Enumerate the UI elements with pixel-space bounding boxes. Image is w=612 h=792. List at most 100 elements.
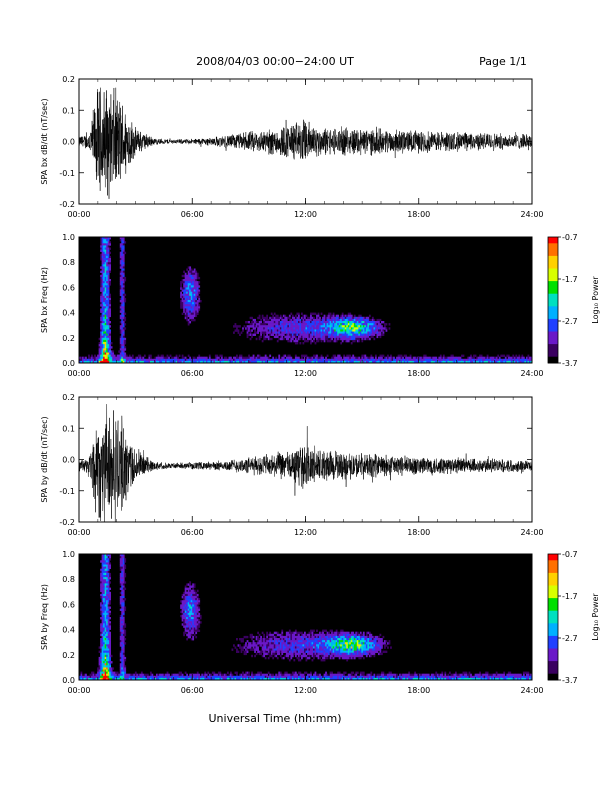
spectrogram-cell [101,274,104,278]
spectrogram-cell [379,325,382,328]
spectrogram-cell [486,354,489,357]
spectrogram-cell [284,646,287,649]
spectrogram-cell [121,348,124,351]
spectrogram-cell [192,604,195,607]
spectrogram-cell [187,593,190,597]
spectrogram-cell [485,358,487,362]
spectrogram-cell [270,333,273,336]
spectrogram-cell [257,673,259,677]
spectrogram-cell [299,654,302,658]
spectrogram-cell [284,331,287,334]
spectrogram-cell [361,356,364,360]
spectrogram-cell [172,673,175,677]
spectrogram-cell [359,318,362,322]
spectrogram-cell [288,358,291,362]
spectrogram-cell [177,360,179,364]
spectrogram-cell [106,568,108,572]
spectrogram-cell [302,325,305,328]
spectrogram-cell [328,325,330,328]
spectrogram-cell [190,291,193,294]
spectrogram-cell [122,270,125,273]
spectrogram-cell [100,258,102,261]
spectrogram-cell [285,640,288,643]
spectrogram-cell [287,638,290,641]
spectrogram-cell [308,318,311,322]
spectrogram-cell [107,339,110,343]
spectrogram-cell [124,337,127,341]
spectrogram-cell [109,593,112,597]
spectrogram-cell [433,360,436,364]
spectrogram-cell [288,675,291,679]
spectrogram-cell [257,325,259,328]
spectrogram-cell [101,591,104,595]
spectrogram-cell [101,312,104,315]
spectrogram-cell [258,673,261,677]
spectrogram-cell [365,329,368,332]
spectrogram-cell [121,608,124,611]
spectrogram-cell [109,304,112,307]
spectrogram-cell [122,566,125,569]
spectrogram-cell [302,650,305,653]
spectrogram-cell [362,360,365,364]
spectrogram-cell [494,358,497,362]
spectrogram-cell [273,675,276,679]
spectrogram-cell [190,596,193,599]
spectrogram-cell [122,323,125,326]
spectrogram-cell [308,652,311,656]
spectrogram-cell [305,358,308,362]
spectrogram-cell [264,329,267,332]
spectrogram-cell [381,360,383,364]
spectrogram-cell [124,241,127,244]
spectrogram-cell [282,323,285,326]
spectrogram-cell [104,671,107,674]
spectrogram-cell [319,318,321,322]
spectrogram-cell [92,671,95,674]
spectrogram-cell [106,318,108,322]
spectrogram-cell [302,673,305,677]
spectrogram-cell [281,635,284,639]
spectrogram-cell [109,659,112,662]
spectrogram-cell [181,287,184,290]
spectrogram-cell [335,314,338,318]
spectrogram-cell [236,325,238,328]
spectrogram-cell [245,677,247,681]
spectrogram-cell [109,354,112,357]
spectrogram-cell [106,279,108,282]
spectrogram-cell [104,270,107,273]
spectrogram-cell [267,675,270,679]
spectrogram-cell [433,358,436,362]
spectrogram-cell [222,675,225,679]
spectrogram-cell [104,583,107,586]
spectrogram-cell [405,354,407,357]
spectrogram-cell [178,673,181,677]
spectrogram-cell [313,652,315,656]
x-tick-label: 12:00 [294,369,317,378]
spectrogram-cell [266,631,269,635]
spectrogram-cell [100,673,102,677]
spectrogram-cell [263,316,266,320]
spectrogram-cell [121,321,124,324]
spectrogram-cell [310,337,312,341]
spectrogram-cell [104,276,107,280]
spectrogram-cell [488,356,491,360]
spectrogram-cell [308,677,311,681]
spectrogram-cell [239,333,241,336]
colorbar-segment [548,239,558,242]
spectrogram-cell [270,327,273,330]
spectrogram-cell [122,583,125,586]
spectrogram-cell [181,614,184,618]
spectrogram-cell [308,640,311,643]
spectrogram-cell [297,323,300,326]
spectrogram-cell [107,304,110,307]
spectrogram-cell [297,652,300,656]
spectrogram-cell [297,325,300,328]
spectrogram-cell [266,331,269,334]
spectrogram-cell [103,279,105,282]
spectrogram-cell [278,358,281,362]
spectrogram-cell [317,331,320,334]
colorbar-segment [548,281,558,284]
spectrogram-cell [183,304,185,307]
spectrogram-cell [326,314,329,318]
spectrogram-cell [184,302,187,305]
spectrogram-cell [103,568,105,572]
